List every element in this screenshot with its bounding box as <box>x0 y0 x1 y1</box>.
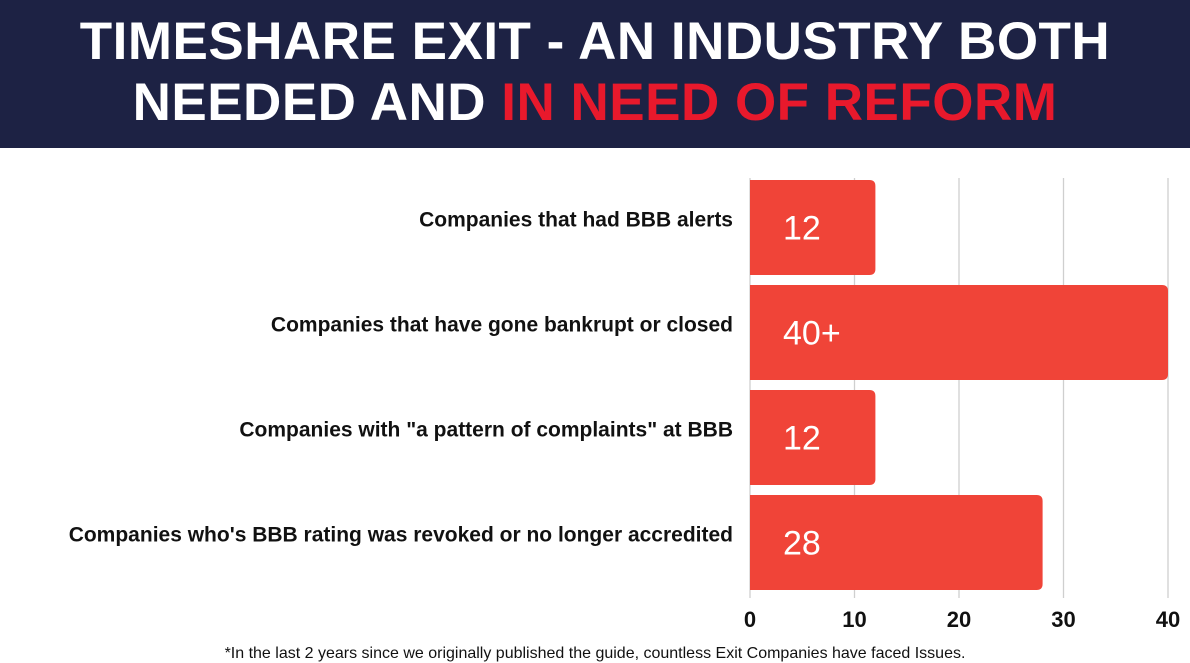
x-tick-label: 30 <box>1051 607 1075 632</box>
x-tick-label: 40 <box>1156 607 1180 632</box>
title-line-2-highlight: IN NEED OF REFORM <box>501 73 1058 132</box>
bar <box>750 495 1043 590</box>
title-line-2-plain: NEEDED AND <box>132 73 502 132</box>
category-label: Companies with "a pattern of complaints"… <box>239 419 733 442</box>
category-label: Companies who's BBB rating was revoked o… <box>69 524 733 547</box>
bar <box>750 390 876 485</box>
bar-value-label: 28 <box>783 525 821 563</box>
bar-value-label: 12 <box>783 210 821 248</box>
title-line-1: TIMESHARE EXIT - AN INDUSTRY BOTH <box>79 12 1111 71</box>
bar-value-label: 40+ <box>783 315 841 353</box>
x-tick-label: 0 <box>744 607 756 632</box>
title-banner: TIMESHARE EXIT - AN INDUSTRY BOTH NEEDED… <box>0 0 1190 148</box>
bar <box>750 285 1168 380</box>
footnote: *In the last 2 years since we originally… <box>224 645 966 662</box>
bar-value-label: 12 <box>783 420 821 458</box>
category-label: Companies that have gone bankrupt or clo… <box>271 314 733 337</box>
x-tick-label: 10 <box>842 607 866 632</box>
category-label: Companies that had BBB alerts <box>419 209 733 232</box>
title-line-2: NEEDED AND IN NEED OF REFORM <box>0 72 1190 133</box>
x-tick-label: 20 <box>947 607 971 632</box>
bar <box>750 180 876 275</box>
bar-chart: 0 10 20 30 40 12 Companies that had BBB alerts… <box>69 178 1180 632</box>
